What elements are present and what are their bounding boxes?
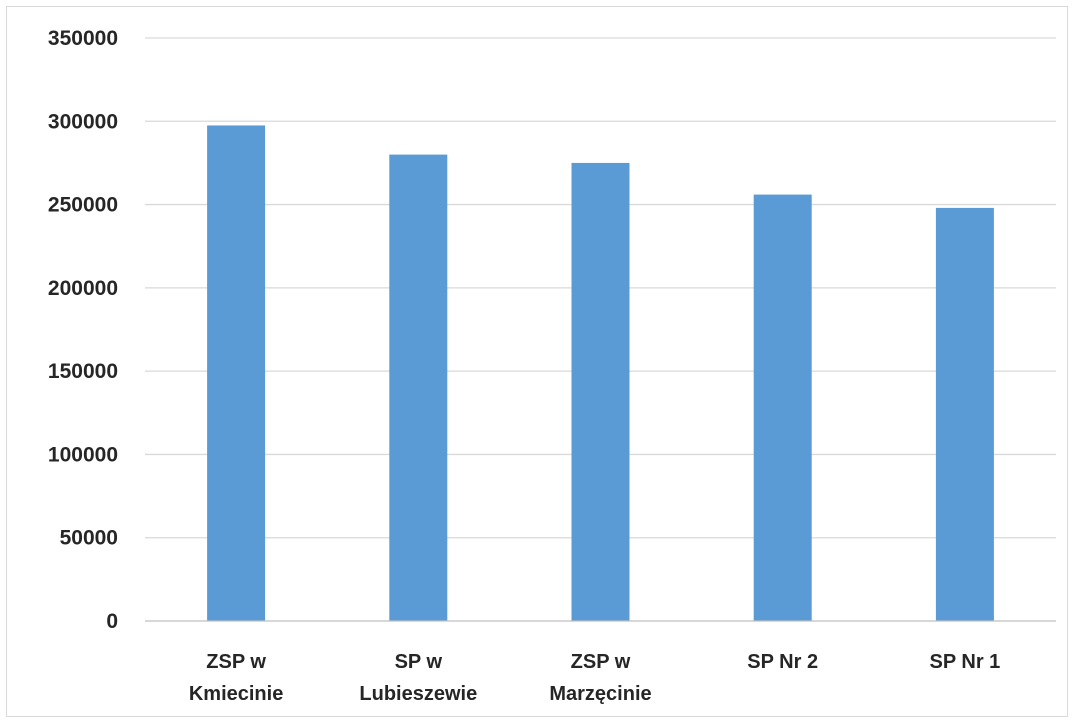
y-tick-label: 250000 (48, 194, 118, 217)
chart-frame (6, 6, 1068, 717)
y-tick-label: 100000 (48, 443, 118, 466)
x-axis-category-labels: ZSP w Kmiecinie SP w Lubieszewie ZSP w Marzęc… (189, 651, 1000, 705)
x-category-label-line: SP w (395, 651, 443, 673)
y-axis-tick-labels: 0 50000 100000 150000 200000 250000 300000 3500… (48, 27, 118, 633)
bar (935, 207, 994, 621)
x-category-label-line: Lubieszewie (359, 683, 477, 705)
x-category-label: SP Nr 2 (747, 651, 818, 673)
x-category-label-line: Kmiecinie (189, 683, 283, 705)
x-category-label-line: ZSP w (571, 651, 631, 673)
y-tick-label: 50000 (60, 527, 118, 550)
x-category-label-line: SP Nr 1 (930, 651, 1001, 673)
y-tick-label: 350000 (48, 27, 118, 50)
x-category-label-line: ZSP w (206, 651, 266, 673)
x-category-label: ZSP w Kmiecinie (189, 651, 283, 705)
bar (389, 154, 448, 621)
x-category-label: ZSP w Marzęcinie (549, 651, 651, 705)
bar (753, 194, 812, 621)
x-category-label-line: SP Nr 2 (747, 651, 818, 673)
y-tick-label: 0 (106, 610, 118, 633)
x-category-label: SP Nr 1 (930, 651, 1001, 673)
bar (571, 162, 630, 621)
x-category-label: SP w Lubieszewie (359, 651, 477, 705)
y-tick-label: 300000 (48, 110, 118, 133)
x-category-label-line: Marzęcinie (549, 683, 651, 705)
y-tick-label: 200000 (48, 277, 118, 300)
bars (207, 125, 994, 621)
y-tick-label: 150000 (48, 360, 118, 383)
bar (207, 125, 266, 621)
